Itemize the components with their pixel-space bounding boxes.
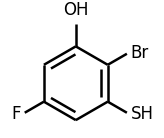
Text: Br: Br xyxy=(131,43,149,62)
Text: OH: OH xyxy=(63,1,89,19)
Text: SH: SH xyxy=(131,105,154,123)
Text: F: F xyxy=(11,105,21,123)
